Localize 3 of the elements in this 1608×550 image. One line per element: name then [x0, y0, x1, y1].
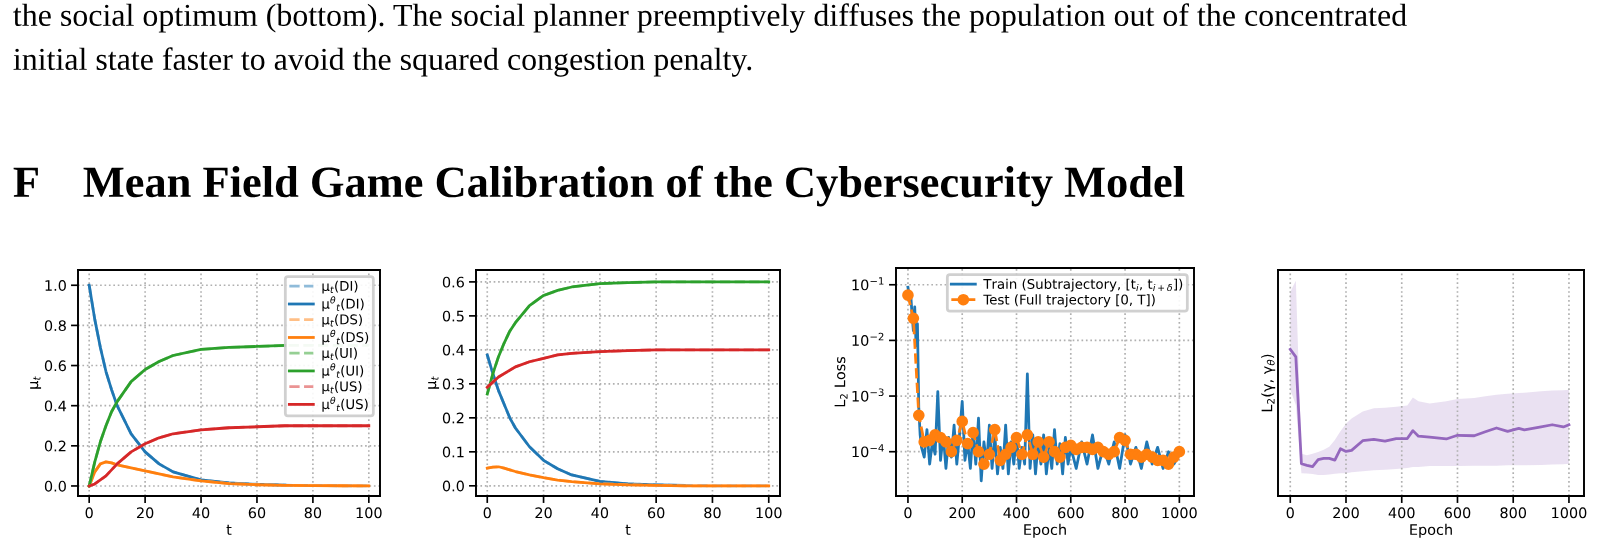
text: initial state faster to avoid the squared congestion penalty. — [13, 47, 752, 77]
text: the social optimum (bottom). The social planner preemptively diffuses the population out of the concentrated — [13, 3, 1407, 33]
text: F Mean Field Game Calibration of the Cybersecurity Model — [13, 165, 1185, 207]
